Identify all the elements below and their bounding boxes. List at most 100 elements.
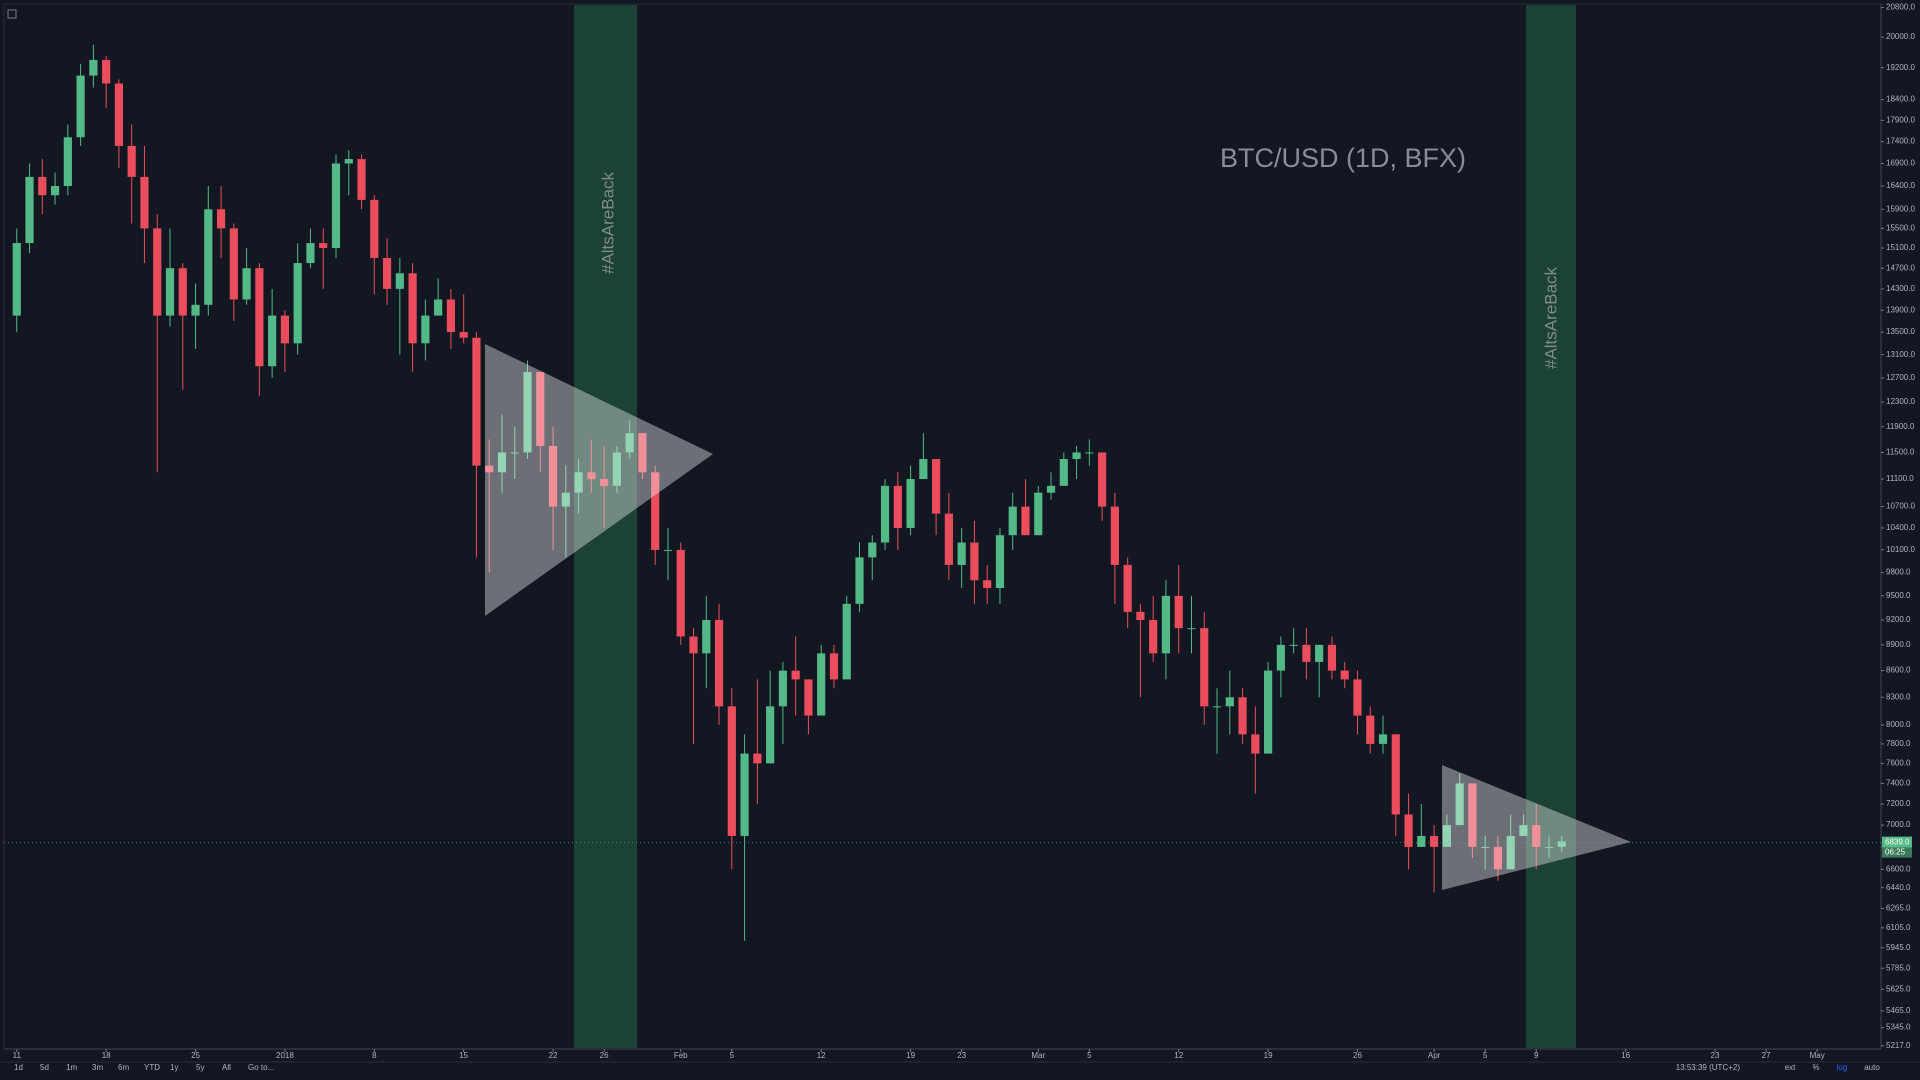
candle-body <box>382 258 392 289</box>
x-tick-label: 26 <box>600 1051 609 1060</box>
candle-body <box>702 619 711 654</box>
candle-body <box>408 273 417 344</box>
candle-body <box>1481 846 1490 848</box>
candle-body <box>331 163 341 249</box>
range-button[interactable]: 5y <box>196 1063 204 1072</box>
candle-body <box>216 209 226 229</box>
candle-body <box>255 268 264 367</box>
range-button[interactable]: 5d <box>40 1063 49 1072</box>
candle-body <box>932 459 941 514</box>
candle-body <box>242 268 251 300</box>
x-tick-label: 27 <box>1762 1051 1771 1060</box>
candle-body <box>306 243 315 264</box>
y-tick-label: 19200.0 <box>1886 63 1915 72</box>
y-tick-label: 9500.0 <box>1886 591 1911 600</box>
chart-option[interactable]: auto <box>1864 1063 1880 1072</box>
x-tick-label: 11 <box>13 1051 22 1060</box>
y-tick-label: 5345.0 <box>1886 1023 1911 1032</box>
x-tick-label: 19 <box>1264 1051 1273 1060</box>
range-button[interactable]: 1d <box>14 1063 23 1072</box>
range-button[interactable]: Go to... <box>248 1063 274 1072</box>
x-tick-label: 8 <box>372 1051 377 1060</box>
y-tick-label: 6440.0 <box>1886 883 1911 892</box>
y-tick-label: 8900.0 <box>1886 640 1911 649</box>
candle-body <box>1264 670 1273 754</box>
candle-body <box>1289 644 1298 646</box>
candle-body <box>740 753 749 836</box>
chart-option[interactable]: % <box>1812 1063 1819 1072</box>
triangle-pattern <box>485 344 713 616</box>
candle-body <box>766 706 775 764</box>
candle-body <box>625 433 634 453</box>
x-tick-label: 2018 <box>276 1051 294 1060</box>
candle-body <box>1110 506 1119 565</box>
y-tick-label: 15500.0 <box>1886 223 1915 232</box>
candle-body <box>1136 611 1145 620</box>
y-tick-label: 5785.0 <box>1886 963 1911 972</box>
chart-title: BTC/USD (1D, BFX) <box>1220 143 1466 173</box>
y-tick-label: 7600.0 <box>1886 759 1911 768</box>
y-tick-label: 12700.0 <box>1886 373 1915 382</box>
toggle-icon[interactable] <box>7 9 17 19</box>
highlight-band <box>574 5 637 1048</box>
range-button[interactable]: All <box>222 1063 231 1072</box>
candle-body <box>1251 734 1260 754</box>
y-tick-label: 10400.0 <box>1886 523 1915 532</box>
candle-body <box>63 137 72 187</box>
x-tick-label: 22 <box>549 1051 558 1060</box>
y-tick-label: 15900.0 <box>1886 204 1915 213</box>
range-button[interactable]: 6m <box>118 1063 129 1072</box>
range-button[interactable]: 1m <box>66 1063 77 1072</box>
range-button[interactable]: 3m <box>92 1063 103 1072</box>
candle-body <box>612 452 621 486</box>
y-tick-label: 6600.0 <box>1886 864 1911 873</box>
y-tick-label: 17900.0 <box>1886 115 1915 124</box>
chart-option[interactable]: ext <box>1785 1063 1796 1072</box>
candle-body <box>536 372 545 446</box>
candle-body <box>1187 628 1196 630</box>
x-tick-label: 18 <box>102 1051 111 1060</box>
x-tick-label: 12 <box>817 1051 826 1060</box>
y-tick-label: 10100.0 <box>1886 545 1915 554</box>
candle-body <box>395 273 404 289</box>
candle-body <box>1302 644 1311 662</box>
candle-body <box>638 433 647 473</box>
candle-body <box>1378 734 1388 744</box>
x-tick-label: 9 <box>1534 1051 1539 1060</box>
candle-body <box>817 653 826 716</box>
y-tick-label: 7400.0 <box>1886 779 1911 788</box>
candle-body <box>89 59 98 76</box>
candle-body <box>1557 841 1566 847</box>
y-tick-label: 18400.0 <box>1886 95 1915 104</box>
candle-body <box>970 542 979 581</box>
candle-body <box>842 603 851 680</box>
candle-body <box>1212 706 1222 708</box>
candle-body <box>727 706 736 836</box>
candle-body <box>1149 619 1158 654</box>
range-button[interactable]: YTD <box>144 1063 160 1072</box>
candle-body <box>165 268 175 316</box>
candle-body <box>140 176 149 229</box>
y-tick-label: 11500.0 <box>1886 448 1915 457</box>
candle-body <box>1200 628 1209 707</box>
band-label: #AltsAreBack <box>1541 266 1560 369</box>
range-button[interactable]: 1y <box>170 1063 178 1072</box>
candle-body <box>1340 670 1349 680</box>
x-tick-label: 5 <box>730 1051 735 1060</box>
candle-body <box>1506 835 1515 870</box>
candle-body <box>804 679 813 716</box>
y-tick-label: 15100.0 <box>1886 243 1915 252</box>
candle-body <box>1123 564 1132 612</box>
y-tick-label: 20000.0 <box>1886 32 1915 41</box>
chart-option[interactable]: log <box>1837 1063 1848 1072</box>
candle-body <box>38 176 47 196</box>
y-tick-label: 7000.0 <box>1886 820 1911 829</box>
candle-body <box>868 542 877 558</box>
candle-body <box>497 452 507 473</box>
y-tick-label: 16400.0 <box>1886 181 1915 190</box>
candle-body <box>510 452 519 454</box>
x-tick-label: Apr <box>1428 1051 1441 1060</box>
